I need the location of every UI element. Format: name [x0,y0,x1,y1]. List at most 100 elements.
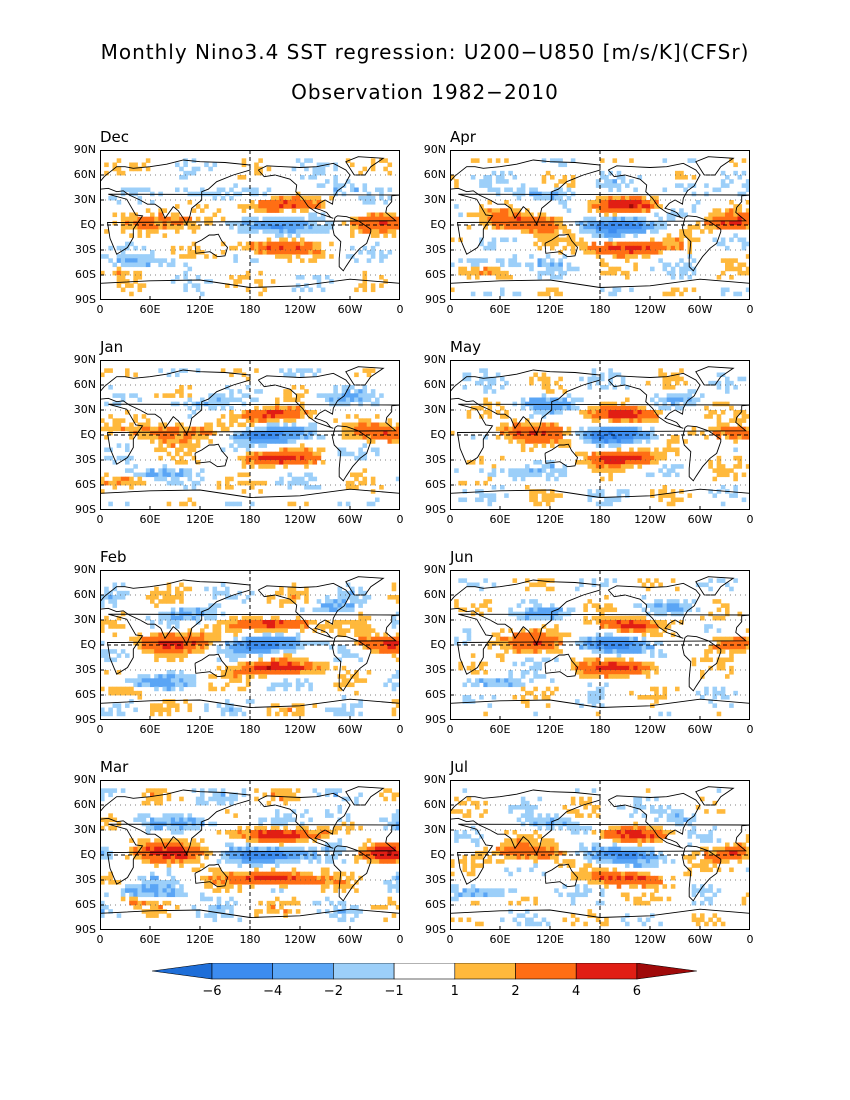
shading-jun [454,578,750,717]
y-tick-label: 30S [75,873,96,886]
x-tick-label: 60E [489,933,511,946]
x-tick-label: 120E [536,723,564,736]
x-tick-label: 60E [489,723,511,736]
x-tick-label: 120W [284,303,316,316]
x-tick-label: 60W [687,303,713,316]
x-tick-label: 60E [489,513,511,526]
x-tick-label: 180 [589,303,611,316]
coastline [450,369,601,436]
y-tick-label: 30S [425,873,446,886]
y-tick-label: 90S [425,293,446,306]
x-tick-label: 120E [186,723,214,736]
x-tick-label: 60E [139,303,161,316]
colorbar-label: 1 [450,984,459,999]
x-tick-label: 60E [139,723,161,736]
y-tick-label: 30S [75,243,96,256]
x-tick-label: 0 [396,513,404,526]
x-tick-label: 120E [186,303,214,316]
y-tick-label: 60N [423,798,446,811]
y-tick-label: 90N [423,773,446,786]
y-tick-label: EQ [80,218,96,231]
y-tick-label: 30S [75,453,96,466]
x-tick-label: 0 [746,933,754,946]
coastline [456,823,750,885]
y-tick-label: 30S [425,453,446,466]
y-tick-label: EQ [80,638,96,651]
map-dec [100,150,400,300]
colorbar-low-triangle [152,963,213,980]
y-tick-label: 90N [423,143,446,156]
y-tick-label: 90S [425,713,446,726]
x-tick-label: 0 [746,723,754,736]
colorbar-box [333,963,395,980]
coastline [100,159,251,226]
coastline [682,635,722,692]
coastline [450,579,601,646]
colorbar-box [393,963,456,980]
coastline [100,278,400,300]
colorbar-label: −1 [384,984,404,999]
y-tick-label: EQ [80,848,96,861]
coastline [544,653,579,678]
coastline [607,162,701,219]
coastline [607,792,701,849]
coastline [544,863,579,888]
panel-title-dec: Dec [100,128,130,146]
colorbar-box [515,963,577,980]
y-tick-label: 90N [73,353,96,366]
coastline [100,579,251,646]
map-apr [450,150,750,300]
panel-title-jan: Jan [100,338,124,356]
coastline [257,792,351,849]
coastline [682,425,722,482]
x-tick-label: 120W [634,933,666,946]
y-tick-label: 60N [423,378,446,391]
y-tick-label: 30N [423,403,446,416]
coastline [607,372,701,429]
x-tick-label: 0 [396,933,404,946]
panel-apr [450,150,750,300]
coastline [450,159,601,226]
x-tick-label: 180 [589,933,611,946]
x-tick-label: 60W [337,303,363,316]
y-tick-label: 60S [425,478,446,491]
coastline [682,845,722,902]
x-tick-label: 120W [284,933,316,946]
shading-jan [100,368,400,507]
y-tick-label: 90S [75,923,96,936]
coastline [100,789,251,856]
y-tick-label: 90S [425,503,446,516]
coastline [456,613,750,675]
x-tick-label: 60W [337,723,363,736]
panel-feb [100,570,400,720]
shading-apr [450,158,750,297]
colorbar-box [575,963,638,980]
coastline [332,845,372,902]
panel-title-jun: Jun [450,548,474,566]
colorbar-label: 6 [632,984,642,999]
coastline [100,488,400,510]
x-tick-label: 60W [337,513,363,526]
y-tick-label: 90N [423,353,446,366]
y-tick-label: 60S [75,268,96,281]
coastline [257,582,351,639]
y-tick-label: 60N [423,588,446,601]
y-tick-label: 30N [73,823,96,836]
shading-may [450,368,750,507]
colorbar-box [211,963,274,980]
y-tick-label: 30N [73,193,96,206]
x-tick-label: 180 [239,513,261,526]
panel-jan [100,360,400,510]
colorbar-high-triangle [636,963,697,980]
colorbar-label: −6 [202,984,222,999]
y-tick-label: 90N [73,563,96,576]
y-tick-label: 30S [425,663,446,676]
panel-title-may: May [450,338,482,356]
panel-jun [450,570,750,720]
coastline [106,823,400,885]
coastline [450,908,750,930]
colorbar-box [454,963,516,980]
shading-dec [100,158,400,297]
y-tick-label: 60S [75,478,96,491]
x-tick-label: 120E [186,513,214,526]
